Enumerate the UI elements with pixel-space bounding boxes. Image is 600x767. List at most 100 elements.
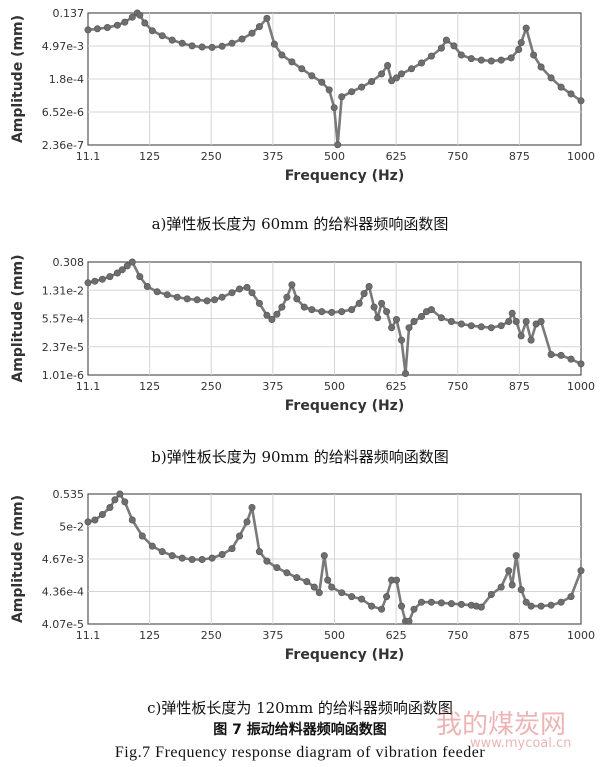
x-tick-label: 1000	[567, 380, 595, 393]
x-tick-label: 375	[262, 380, 283, 393]
data-point	[467, 322, 475, 330]
data-point	[487, 590, 495, 598]
data-point	[437, 44, 445, 52]
data-point	[91, 516, 99, 524]
chart-2: 11.1 125 250 375 500 625 750 875 1000 0.535 5e-2 4.…	[10, 488, 595, 663]
data-point	[547, 601, 555, 609]
data-point	[567, 593, 575, 601]
data-point	[236, 285, 244, 293]
x-tick-label: 250	[201, 629, 222, 642]
y-tick-label: 2.37e-5	[42, 341, 84, 354]
x-tick-label: 875	[509, 380, 530, 393]
x-tick-label: 11.1	[76, 380, 101, 393]
data-point	[158, 548, 166, 556]
data-point	[188, 42, 196, 50]
data-point	[512, 317, 520, 325]
y-tick-label: 1.31e-2	[42, 284, 84, 297]
data-point	[283, 293, 291, 301]
data-point	[128, 13, 136, 21]
data-point	[84, 518, 92, 526]
y-axis-label: Amplitude (mm)	[10, 254, 26, 382]
data-point	[288, 281, 296, 289]
data-point	[410, 605, 418, 613]
data-point	[84, 26, 92, 34]
data-point	[318, 308, 326, 316]
data-point	[123, 262, 131, 270]
data-point	[397, 336, 405, 344]
x-tick-label: 750	[447, 629, 468, 642]
chart-1: 11.1 125 250 375 500 625 750 875 1000 0.308 1.31e-…	[10, 254, 595, 414]
data-point	[91, 277, 99, 285]
data-point	[567, 90, 575, 98]
data-point	[93, 25, 101, 33]
data-point	[530, 51, 538, 59]
data-point	[397, 70, 405, 78]
watermark-url: www.mycoal.cn	[470, 736, 572, 751]
x-tick-label: 125	[139, 380, 160, 393]
data-point	[405, 324, 413, 332]
x-axis-label: Frequency (Hz)	[285, 168, 404, 184]
data-point	[378, 299, 386, 307]
data-point	[508, 581, 516, 589]
data-point	[358, 595, 366, 603]
data-point	[567, 355, 575, 363]
data-point	[173, 293, 181, 301]
y-tick-label: 0.308	[53, 256, 85, 269]
data-point	[228, 545, 236, 553]
data-point	[278, 51, 286, 59]
data-point	[557, 351, 565, 359]
data-point	[193, 296, 201, 304]
caption-a: a)弹性板长度为 60mm 的给料器频响函数图	[151, 215, 449, 233]
figure-caption-en: Fig.7 Frequency response diagram of vibr…	[114, 744, 486, 761]
data-point	[384, 61, 392, 69]
data-point	[557, 598, 565, 606]
data-point	[407, 65, 415, 73]
data-point	[255, 299, 263, 307]
data-point	[273, 310, 281, 318]
x-axis-label: Frequency (Hz)	[285, 398, 404, 414]
data-point	[447, 600, 455, 608]
y-tick-label: 5e-2	[59, 521, 84, 534]
data-point	[148, 542, 156, 550]
data-point	[522, 24, 530, 32]
y-tick-label: 1.01e-6	[42, 369, 84, 382]
caption-c: c)弹性板长度为 120mm 的给料器频响函数图	[147, 699, 453, 717]
data-point	[442, 36, 450, 44]
data-point	[293, 295, 301, 303]
data-point	[211, 296, 219, 304]
data-point	[368, 78, 376, 86]
data-point	[270, 40, 278, 48]
y-tick-label: 1.8e-4	[49, 73, 84, 86]
data-point	[477, 56, 485, 64]
data-point	[348, 88, 356, 96]
x-tick-label: 1000	[567, 629, 595, 642]
data-point	[427, 598, 435, 606]
data-point	[360, 290, 368, 298]
data-point	[515, 45, 523, 53]
y-axis-label: Amplitude (mm)	[10, 15, 26, 143]
data-point	[507, 54, 515, 62]
data-point	[138, 532, 146, 540]
data-point	[300, 303, 308, 311]
data-point	[158, 32, 166, 40]
data-point	[238, 35, 246, 43]
data-point	[477, 603, 485, 611]
data-point	[517, 39, 525, 47]
x-tick-label: 750	[447, 150, 468, 163]
data-point	[248, 289, 256, 297]
data-point	[467, 55, 475, 63]
data-point	[188, 555, 196, 563]
x-tick-label: 1000	[567, 150, 595, 163]
data-point	[168, 552, 176, 560]
data-point	[577, 97, 585, 105]
y-tick-label: 2.36e-7	[42, 139, 84, 152]
data-point	[497, 322, 505, 330]
data-point	[168, 36, 176, 44]
data-point	[348, 593, 356, 601]
data-point	[121, 18, 129, 26]
data-point	[325, 86, 333, 94]
data-point	[368, 602, 376, 610]
data-point	[497, 56, 505, 64]
x-tick-label: 11.1	[76, 629, 101, 642]
data-point	[268, 315, 276, 323]
